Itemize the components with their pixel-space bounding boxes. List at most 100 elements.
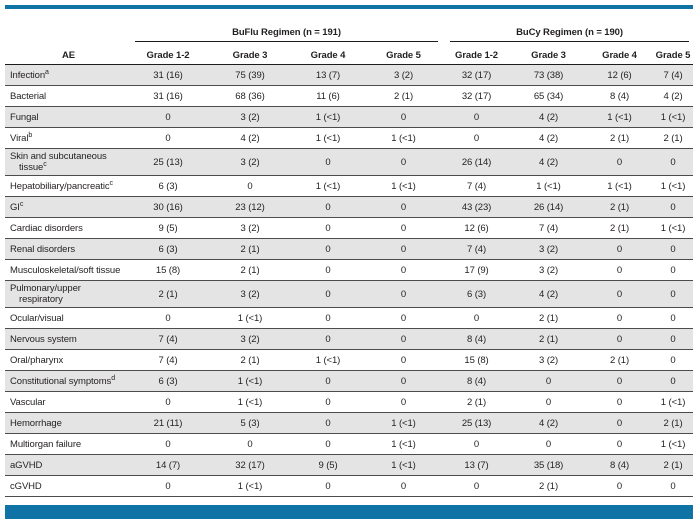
cell-value: 7 (4) (511, 217, 587, 239)
cell-value: 35 (18) (511, 454, 587, 476)
cell-value: 4 (2) (653, 85, 694, 107)
table-row: Hemorrhage 21 (11) 5 (3) 0 1 (<1) 25 (13) 4 (2… (5, 412, 694, 434)
cell-value: 0 (291, 475, 365, 497)
cell-value: 0 (365, 307, 443, 329)
buflu-spanner-cell: BuFlu Regimen (n = 191) (127, 16, 442, 42)
cell-value: 1 (<1) (653, 433, 694, 455)
cell-value: 9 (5) (127, 217, 209, 239)
cell-value: 0 (365, 280, 443, 308)
cell-value: 0 (127, 307, 209, 329)
cell-value: 1 (<1) (653, 106, 694, 128)
cell-value: 0 (511, 370, 587, 392)
cell-value: 0 (209, 433, 291, 455)
cell-value: 0 (365, 259, 443, 281)
table-row: Cardiac disorders 9 (5) 3 (2) 0 0 12 (6) 7 (4)… (5, 217, 694, 239)
cell-value: 0 (586, 328, 654, 350)
cell-value: 0 (586, 238, 654, 260)
col-header-buflu-grade-4: Grade 4 (291, 42, 365, 65)
cell-value: 68 (36) (209, 85, 291, 107)
col-header-bucy-grade-5: Grade 5 (653, 42, 694, 65)
cell-value: 43 (23) (442, 196, 512, 218)
cell-value: 0 (365, 475, 443, 497)
cell-value: 0 (291, 412, 365, 434)
table-row: Ocular/visual 0 1 (<1) 0 0 0 2 (1) 0 0 (5, 307, 694, 329)
cell-value: 0 (586, 259, 654, 281)
cell-value: 0 (365, 328, 443, 350)
cell-value: 8 (4) (586, 454, 654, 476)
cell-value: 2 (1) (511, 307, 587, 329)
cell-value: 1 (<1) (653, 175, 694, 197)
cell-value: 4 (2) (511, 412, 587, 434)
cell-value: 11 (6) (291, 85, 365, 107)
col-header-bucy-grade-4: Grade 4 (586, 42, 654, 65)
cell-value: 3 (2) (209, 106, 291, 128)
cell-value: 14 (7) (127, 454, 209, 476)
ae-label: GIc (5, 196, 127, 218)
cell-value: 0 (365, 217, 443, 239)
cell-value: 25 (13) (127, 148, 209, 176)
cell-value: 4 (2) (209, 127, 291, 149)
cell-value: 2 (1) (365, 85, 443, 107)
cell-value: 25 (13) (442, 412, 512, 434)
cell-value: 65 (34) (511, 85, 587, 107)
cell-value: 0 (442, 433, 512, 455)
cell-value: 32 (17) (209, 454, 291, 476)
ae-label: Vascular (5, 391, 127, 413)
cell-value: 31 (16) (127, 85, 209, 107)
cell-value: 1 (<1) (209, 307, 291, 329)
cell-value: 0 (586, 307, 654, 329)
ae-column-header: AE (5, 42, 127, 65)
cell-value: 0 (209, 175, 291, 197)
cell-value: 8 (4) (586, 85, 654, 107)
cell-value: 73 (38) (511, 64, 587, 86)
cell-value: 8 (4) (442, 328, 512, 350)
table-row: Pulmonary/upper respiratory 2 (1) 3 (2) 0 0 6 … (5, 280, 694, 308)
cell-value: 0 (291, 148, 365, 176)
cell-value: 32 (17) (442, 64, 512, 86)
cell-value: 0 (127, 391, 209, 413)
cell-value: 7 (4) (653, 64, 694, 86)
cell-value: 0 (653, 196, 694, 218)
cell-value: 0 (291, 217, 365, 239)
cell-value: 21 (11) (127, 412, 209, 434)
cell-value: 2 (1) (511, 475, 587, 497)
cell-value: 1 (<1) (209, 391, 291, 413)
cell-value: 0 (291, 280, 365, 308)
cell-value: 0 (586, 148, 654, 176)
cell-value: 1 (<1) (365, 175, 443, 197)
cell-value: 0 (291, 307, 365, 329)
regimen-spanner-row: BuFlu Regimen (n = 191) BuCy Regimen (n … (5, 16, 693, 42)
cell-value: 2 (1) (653, 412, 694, 434)
cell-value: 0 (291, 238, 365, 260)
bucy-spanner-cell: BuCy Regimen (n = 190) (442, 16, 693, 42)
ae-label: Infectiona (5, 64, 127, 86)
ae-label: Renal disorders (5, 238, 127, 260)
cell-value: 12 (6) (442, 217, 512, 239)
ae-label: Hemorrhage (5, 412, 127, 434)
table-row: Renal disorders 6 (3) 2 (1) 0 0 7 (4) 3 (2) 0 0 (5, 238, 694, 260)
table-row: Viralb 0 4 (2) 1 (<1) 1 (<1) 0 4 (2) 2 (1) 2 (1) (5, 127, 694, 149)
cell-value: 1 (<1) (291, 175, 365, 197)
table-row: Bacterial 31 (16) 68 (36) 11 (6) 2 (1) 32 (17… (5, 85, 694, 107)
cell-value: 0 (511, 391, 587, 413)
cell-value: 3 (2) (511, 259, 587, 281)
cell-value: 1 (<1) (365, 433, 443, 455)
cell-value: 2 (1) (586, 349, 654, 371)
table-row: Vascular 0 1 (<1) 0 0 2 (1) 0 0 1 (<1) (5, 391, 694, 413)
table-row: Hepatobiliary/pancreaticc 6 (3) 0 1 (<1) 1 (… (5, 175, 694, 197)
cell-value: 30 (16) (127, 196, 209, 218)
cell-value: 0 (127, 106, 209, 128)
cell-value: 2 (1) (442, 391, 512, 413)
ae-label: aGVHD (5, 454, 127, 476)
cell-value: 0 (586, 391, 654, 413)
table-row: Skin and subcutaneous tissuec 25 (13) 3 (2)… (5, 148, 694, 176)
table-row: aGVHD 14 (7) 32 (17) 9 (5) 1 (<1) 13 (7) 35 (1… (5, 454, 694, 476)
cell-value: 1 (<1) (586, 106, 654, 128)
col-header-bucy-grade-3: Grade 3 (511, 42, 587, 65)
ae-label: Constitutional symptomsd (5, 370, 127, 392)
table-row: Multiorgan failure 0 0 0 1 (<1) 0 0 0 1 (<1) (5, 433, 694, 455)
table-row: Infectiona 31 (16) 75 (39) 13 (7) 3 (2) 32 (1… (5, 64, 694, 86)
cell-value: 1 (<1) (511, 175, 587, 197)
cell-value: 0 (291, 433, 365, 455)
cell-value: 0 (653, 307, 694, 329)
